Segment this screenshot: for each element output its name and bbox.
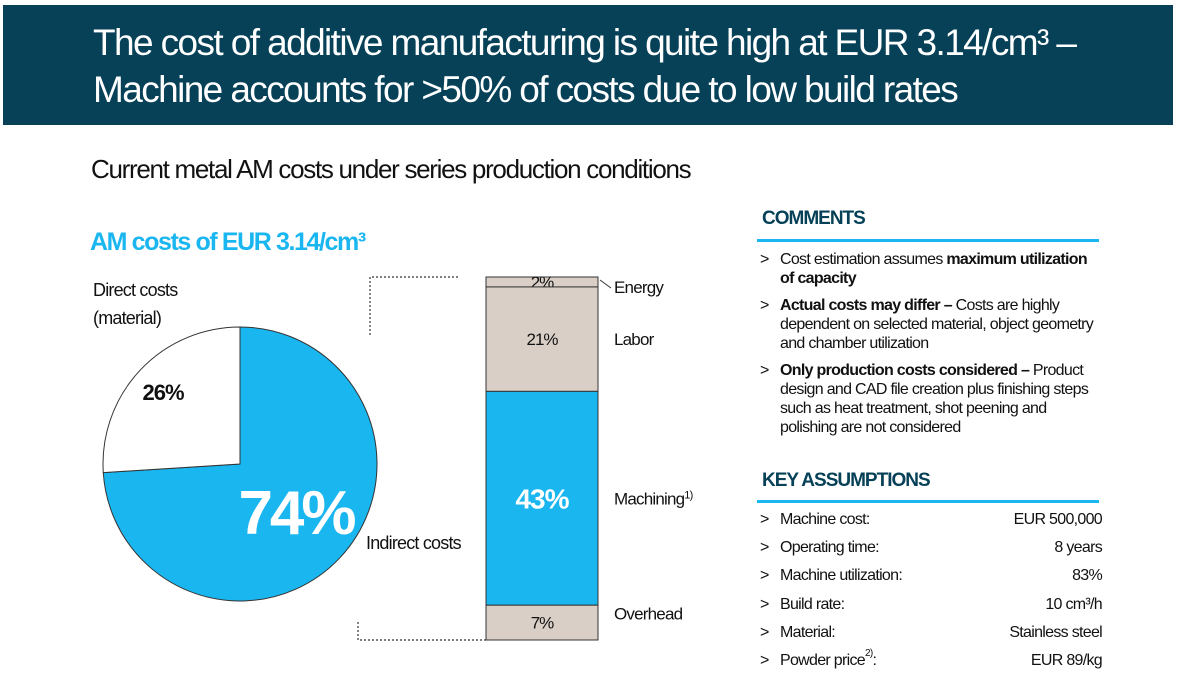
assumption-key: Machine utilization: [780, 567, 903, 585]
assumption-value: EUR 500,000 [1013, 511, 1103, 528]
cost-chart: 74%26%2%21%43%7%EnergyLaborMachining1)Ov… [102, 273, 693, 641]
assumption-row: > Build rate: 10 cm³/h [757, 595, 1103, 624]
assumption-key: Machine cost: [780, 511, 870, 528]
comment-rest: Product design and CAD file creation plu… [780, 362, 1089, 436]
connector-bottom [357, 622, 486, 641]
pie-label-indirect: 74% [238, 479, 355, 548]
comments-list: > Cost estimation assumes maximum utiliz… [757, 250, 1102, 445]
assumption-value: EUR 89/kg [1030, 651, 1103, 669]
bullet-marker: > [760, 251, 769, 268]
assumption-row: > Material: Stainless steel [757, 623, 1103, 652]
bullet-marker: > [760, 297, 769, 314]
assumption-key-suffix: : [872, 651, 877, 669]
connector-top [369, 276, 460, 335]
assumption-row: > Operating time: 8 years [757, 539, 1103, 567]
comment-bold: maximum utilization of capacity [780, 251, 1088, 287]
bar-segment-overhead [485, 604, 599, 641]
bar-value-label-labor: 21% [526, 330, 558, 349]
title-line-2: Machine accounts for >50% of costs due t… [93, 69, 959, 110]
assumption-key: Build rate: [780, 595, 845, 613]
bar-segment-labor [485, 286, 599, 392]
page-subtitle: Current metal AM costs under series prod… [91, 154, 692, 184]
bullet-marker: > [760, 567, 769, 585]
pie-chart-title: AM costs of EUR 3.14/cm³ [90, 228, 366, 256]
energy-leader-line [599, 279, 612, 289]
comment-item: > Actual costs may differ – Costs are hi… [757, 296, 1102, 353]
assumption-value: Stainless steel [1009, 623, 1102, 641]
direct-costs-label-line2: (material) [93, 308, 162, 328]
assumption-row: > Powder price2): EUR 89/kg [757, 648, 1103, 680]
comments-heading: COMMENTS [762, 208, 866, 229]
assumption-value: 83% [1072, 567, 1103, 585]
assumptions-rule [757, 500, 1099, 503]
bar-category-label-machining: Machining1) [614, 489, 693, 508]
bullet-marker: > [760, 362, 769, 379]
indirect-costs-label: Indirect costs [366, 533, 462, 553]
assumption-key: Powder price2): [780, 648, 877, 670]
bar-segment-machining [485, 390, 599, 606]
comment-rest: Costs are highly dependent on selected m… [780, 297, 1094, 352]
bullet-marker: > [760, 595, 769, 613]
bullet-marker: > [760, 623, 769, 641]
assumptions-heading: KEY ASSUMPTIONS [762, 470, 931, 491]
bullet-marker: > [760, 511, 769, 528]
assumption-key: Operating time: [780, 539, 880, 557]
assumptions-list: > Machine cost: EUR 500,000 > Operating … [757, 511, 1103, 680]
comment-bold: Only production costs considered – [780, 362, 1030, 379]
footnote-marker: 1) [684, 489, 692, 501]
bar-category-label-energy: Energy [614, 278, 664, 297]
bar-value-label-machining: 43% [515, 483, 569, 514]
comment-text: Cost estimation assumes [780, 251, 947, 268]
comment-item: > Only production costs considered – Pro… [757, 361, 1102, 437]
pie-label-direct: 26% [142, 380, 183, 405]
bar-category-label-overhead: Overhead [614, 605, 683, 624]
direct-costs-label-line1: Direct costs [93, 280, 178, 300]
comment-bold: Actual costs may differ – [780, 297, 953, 314]
assumption-row: > Machine utilization: 83% [757, 567, 1103, 595]
title-bar: The cost of additive manufacturing is qu… [3, 5, 1173, 125]
bullet-marker: > [760, 539, 769, 557]
assumption-key-text: Powder price [780, 651, 866, 669]
comments-rule [757, 239, 1099, 242]
assumption-row: > Machine cost: EUR 500,000 [757, 511, 1103, 539]
title-line-1: The cost of additive manufacturing is qu… [93, 22, 1077, 63]
assumption-value: 10 cm³/h [1045, 595, 1102, 613]
bullet-marker: > [760, 651, 769, 669]
comment-item: > Cost estimation assumes maximum utiliz… [757, 250, 1102, 288]
bar-value-label-overhead: 7% [531, 614, 554, 633]
assumption-value: 8 years [1054, 539, 1102, 557]
assumption-key: Material: [780, 623, 836, 641]
bar-category-label-labor: Labor [614, 330, 655, 349]
footnote-marker: 2) [864, 647, 873, 659]
pie-slice-direct [102, 326, 241, 474]
